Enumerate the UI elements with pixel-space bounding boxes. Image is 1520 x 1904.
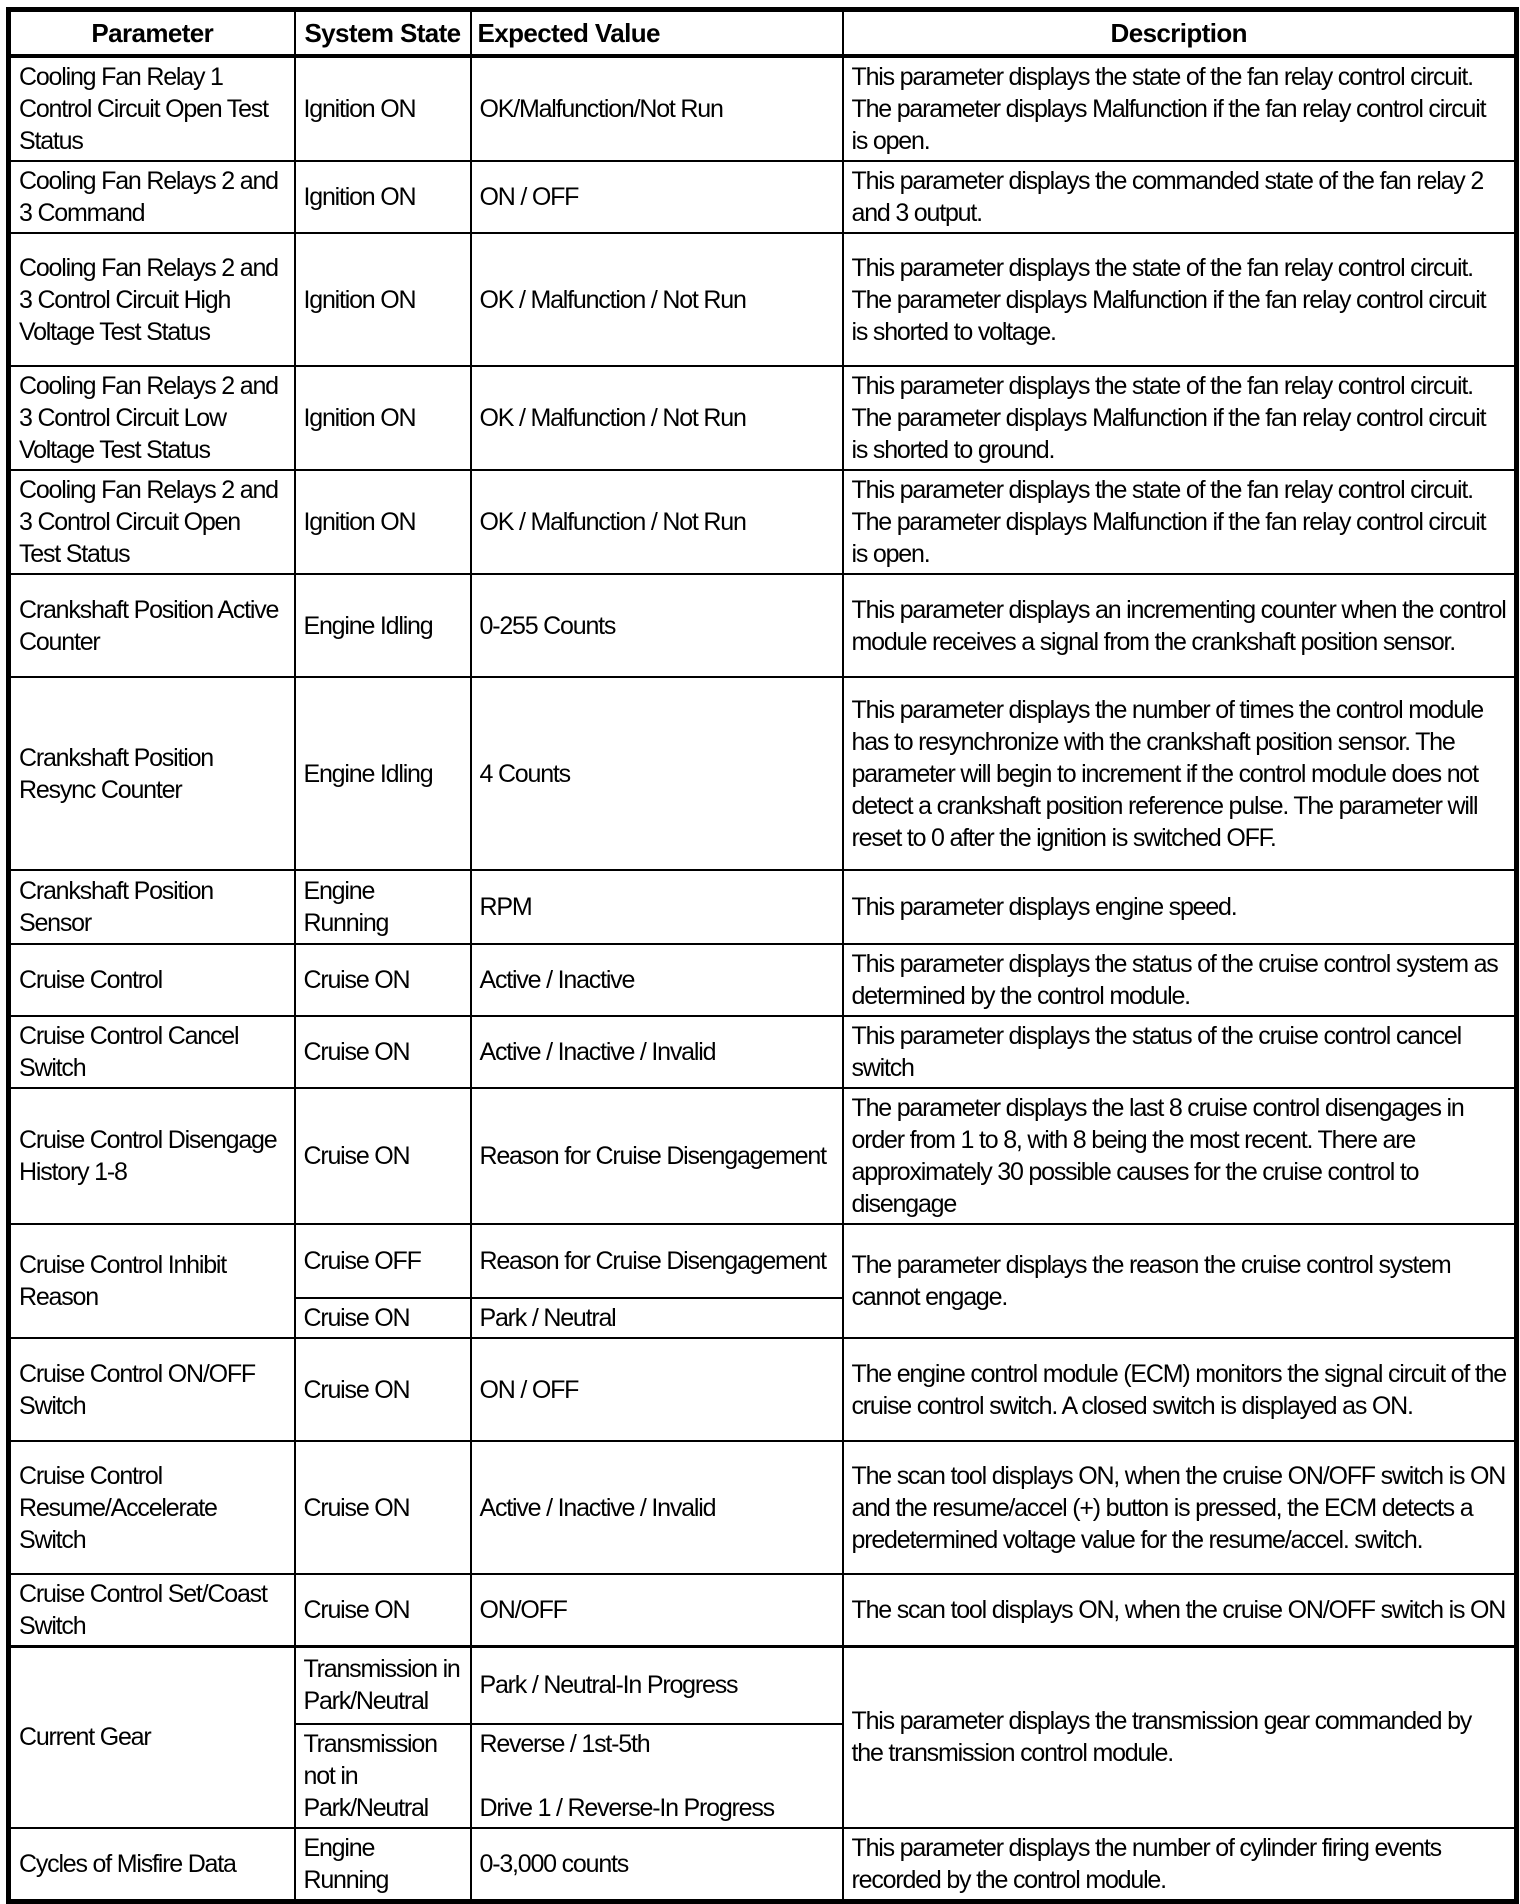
expected-value-cell: 4 Counts — [469, 676, 844, 871]
system-state-cell: Transmission in Park/Neutral — [293, 1645, 472, 1725]
description-cell: The engine control module (ECM) monitors… — [841, 1337, 1518, 1442]
expected-value-cell: RPM — [469, 869, 844, 945]
expected-value-cell: OK / Malfunction / Not Run — [469, 469, 844, 575]
parameter-cell: Cruise Control Set/Coast Switch — [7, 1573, 296, 1648]
system-state-cell: Cruise ON — [293, 943, 472, 1017]
table-row: Cruise Control Cancel Switch Cruise ON A… — [7, 1015, 1518, 1089]
parameter-cell: Cruise Control ON/OFF Switch — [7, 1337, 296, 1442]
table-subrow: Cruise ON Park / Neutral — [9, 1297, 1517, 1339]
parameter-cell: Current Gear — [7, 1645, 296, 1829]
expected-value-cell: OK / Malfunction / Not Run — [469, 232, 844, 367]
col-header-system-state: System State — [293, 8, 472, 58]
expected-value-cell: Active / Inactive — [469, 943, 844, 1017]
description-cell: The scan tool displays ON, when the crui… — [841, 1440, 1518, 1575]
parameter-cell: Cruise Control Disengage History 1-8 — [7, 1087, 296, 1225]
system-state-cell: Engine Running — [293, 869, 472, 945]
expected-value-cell: Park / Neutral — [469, 1297, 844, 1339]
expected-value-cell: Active / Inactive / Invalid — [469, 1015, 844, 1089]
system-state-cell: Cruise ON — [293, 1573, 472, 1648]
parameter-cell: Cooling Fan Relays 2 and 3 Control Circu… — [7, 365, 296, 471]
system-state-cell: Ignition ON — [293, 232, 472, 367]
description-cell: This parameter displays the transmission… — [841, 1645, 1518, 1829]
system-state-cell: Cruise ON — [293, 1337, 472, 1442]
system-state-cell: Ignition ON — [293, 55, 472, 162]
system-state-cell: Engine Idling — [293, 573, 472, 678]
system-state-cell: Cruise ON — [293, 1297, 472, 1339]
table-row: Cooling Fan Relay 1 Control Circuit Open… — [7, 55, 1518, 162]
col-header-parameter: Parameter — [7, 8, 296, 58]
description-cell: This parameter displays the number of ti… — [841, 676, 1518, 871]
table-subrow: Transmission not in Park/Neutral Reverse… — [9, 1722, 1517, 1829]
table-row: Cruise Control Cruise ON Active / Inacti… — [7, 943, 1518, 1017]
table-row: Crankshaft Position Active Counter Engin… — [7, 573, 1518, 678]
table-row: Cooling Fan Relays 2 and 3 Control Circu… — [7, 469, 1518, 575]
description-cell: This parameter displays the state of the… — [841, 232, 1518, 367]
description-cell: The scan tool displays ON, when the crui… — [841, 1573, 1518, 1648]
table-row: Cycles of Misfire Data Engine Running 0-… — [7, 1826, 1518, 1902]
expected-value-cell: ON/OFF — [469, 1573, 844, 1648]
table-row: Cooling Fan Relays 2 and 3 Control Circu… — [7, 365, 1518, 471]
parameter-cell: Cooling Fan Relays 2 and 3 Command — [7, 160, 296, 234]
system-state-cell: Transmission not in Park/Neutral — [293, 1722, 472, 1829]
table-row: Cruise Control Resume/Accelerate Switch … — [7, 1440, 1518, 1575]
table-row: Crankshaft Position Sensor Engine Runnin… — [7, 869, 1518, 945]
system-state-cell: Cruise ON — [293, 1015, 472, 1089]
parameter-cell: Cooling Fan Relays 2 and 3 Control Circu… — [7, 232, 296, 367]
description-cell: This parameter displays the state of the… — [841, 365, 1518, 471]
description-cell: This parameter displays an incrementing … — [841, 573, 1518, 678]
system-state-cell: Ignition ON — [293, 160, 472, 234]
expected-value-cell: 0-255 Counts — [469, 573, 844, 678]
system-state-cell: Ignition ON — [293, 469, 472, 575]
description-cell: This parameter displays the status of th… — [841, 943, 1518, 1017]
parameter-table: Parameter System State Expected Value De… — [6, 7, 1519, 1904]
col-header-description: Description — [841, 8, 1518, 58]
parameter-cell: Cruise Control Cancel Switch — [7, 1015, 296, 1089]
expected-value-cell: Reverse / 1st-5th Drive 1 / Reverse-In P… — [469, 1722, 844, 1829]
expected-value-cell: Park / Neutral-In Progress — [469, 1645, 844, 1725]
description-cell: This parameter displays engine speed. — [841, 869, 1518, 945]
description-cell: The parameter displays the last 8 cruise… — [841, 1087, 1518, 1225]
expected-value-cell: ON / OFF — [469, 160, 844, 234]
description-cell: This parameter displays the status of th… — [841, 1015, 1518, 1089]
parameter-cell: Crankshaft Position Active Counter — [7, 573, 296, 678]
description-cell: This parameter displays the commanded st… — [841, 160, 1518, 234]
parameter-cell: Crankshaft Position Sensor — [7, 869, 296, 945]
table-row: Cooling Fan Relays 2 and 3 Command Ignit… — [7, 160, 1518, 234]
description-cell: This parameter displays the state of the… — [841, 55, 1518, 162]
parameter-cell: Cycles of Misfire Data — [7, 1826, 296, 1902]
table-row: Cruise Control ON/OFF Switch Cruise ON O… — [7, 1337, 1518, 1442]
parameter-cell: Cruise Control Inhibit Reason — [7, 1223, 296, 1339]
parameter-cell: Cruise Control Resume/Accelerate Switch — [7, 1440, 296, 1575]
system-state-cell: Engine Idling — [293, 676, 472, 871]
expected-value-cell: Active / Inactive / Invalid — [469, 1440, 844, 1575]
expected-value-cell: Reason for Cruise Disengagement — [469, 1087, 844, 1225]
expected-value-cell: Reason for Cruise Disengagement — [469, 1223, 844, 1299]
expected-value-cell: ON / OFF — [469, 1337, 844, 1442]
parameter-cell: Crankshaft Position Resync Counter — [7, 676, 296, 871]
table-row: Current Gear Transmission in Park/Neutra… — [7, 1645, 1518, 1829]
parameter-cell: Cruise Control — [7, 943, 296, 1017]
description-cell: This parameter displays the state of the… — [841, 469, 1518, 575]
header-row: Parameter System State Expected Value De… — [7, 8, 1518, 58]
table-row: Cruise Control Disengage History 1-8 Cru… — [7, 1087, 1518, 1225]
table-row: Cruise Control Set/Coast Switch Cruise O… — [7, 1573, 1518, 1648]
description-cell: This parameter displays the number of cy… — [841, 1826, 1518, 1902]
table-row: Cooling Fan Relays 2 and 3 Control Circu… — [7, 232, 1518, 367]
system-state-cell: Cruise ON — [293, 1087, 472, 1225]
description-cell: The parameter displays the reason the cr… — [841, 1223, 1518, 1339]
expected-value-cell: 0-3,000 counts — [469, 1826, 844, 1902]
col-header-expected-value: Expected Value — [469, 8, 844, 58]
parameter-cell: Cooling Fan Relay 1 Control Circuit Open… — [7, 55, 296, 162]
system-state-cell: Cruise ON — [293, 1440, 472, 1575]
expected-value-cell: OK/Malfunction/Not Run — [469, 55, 844, 162]
system-state-cell: Engine Running — [293, 1826, 472, 1902]
system-state-cell: Cruise OFF — [293, 1223, 472, 1299]
system-state-cell: Ignition ON — [293, 365, 472, 471]
parameter-cell: Cooling Fan Relays 2 and 3 Control Circu… — [7, 469, 296, 575]
expected-value-cell: OK / Malfunction / Not Run — [469, 365, 844, 471]
table-row: Cruise Control Inhibit Reason Cruise OFF… — [7, 1223, 1518, 1339]
table-row: Crankshaft Position Resync Counter Engin… — [7, 676, 1518, 871]
